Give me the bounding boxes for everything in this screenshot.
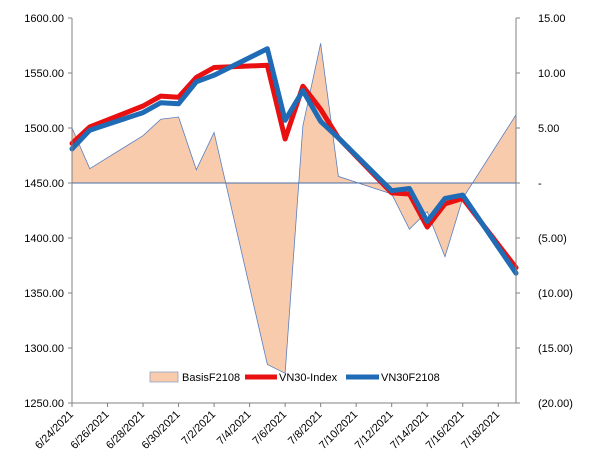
left-tick-label: 1450.00 <box>24 178 64 190</box>
x-tick-label: 7/2/2021 <box>179 409 218 448</box>
line-layer <box>69 46 519 276</box>
left-tick-label: 1400.00 <box>24 233 64 245</box>
right-axis: (20.00) (15.00) (10.00) (5.00) - 5.00 10.00 15.… <box>515 13 573 410</box>
series-line-vn30f2108 <box>69 46 519 276</box>
right-tick-label: - <box>538 178 542 190</box>
x-tick-label: 6/30/2021 <box>140 409 183 452</box>
right-tick-label: (10.00) <box>538 288 573 300</box>
area-layer <box>71 43 517 374</box>
legend-label-basis: BasisF2108 <box>182 372 240 384</box>
legend: BasisF2108 VN30-Index VN30F2108 <box>149 371 440 384</box>
right-tick-label: 10.00 <box>538 68 566 80</box>
x-tick-label: 7/4/2021 <box>215 409 254 448</box>
x-tick-label: 7/18/2021 <box>459 409 502 452</box>
legend-label-vn30-index: VN30-Index <box>279 372 338 384</box>
left-tick-label: 1600.00 <box>24 13 64 25</box>
right-tick-label: (20.00) <box>538 398 573 410</box>
right-tick-label: 5.00 <box>538 123 559 135</box>
x-tick-label: 7/6/2021 <box>250 409 289 448</box>
right-tick-label: (15.00) <box>538 343 573 355</box>
right-tick-label: (5.00) <box>538 233 567 245</box>
left-tick-label: 1500.00 <box>24 123 64 135</box>
plot-area <box>69 43 519 374</box>
left-tick-label: 1550.00 <box>24 68 64 80</box>
x-axis: 6/24/20216/26/20216/28/20216/30/20217/2/… <box>33 402 516 452</box>
legend-swatch-basis <box>149 371 179 383</box>
left-tick-label: 1300.00 <box>24 343 64 355</box>
left-tick-label: 1250.00 <box>24 398 64 410</box>
left-tick-label: 1350.00 <box>24 288 64 300</box>
right-tick-label: 15.00 <box>538 13 566 25</box>
left-axis: 1250.00 1300.00 1350.00 1400.00 1450.00 1500.… <box>24 13 73 410</box>
legend-label-vn30f2108: VN30F2108 <box>381 372 440 384</box>
series-line-vn30-index <box>69 62 519 271</box>
series-area-basisf2108 <box>72 43 516 374</box>
